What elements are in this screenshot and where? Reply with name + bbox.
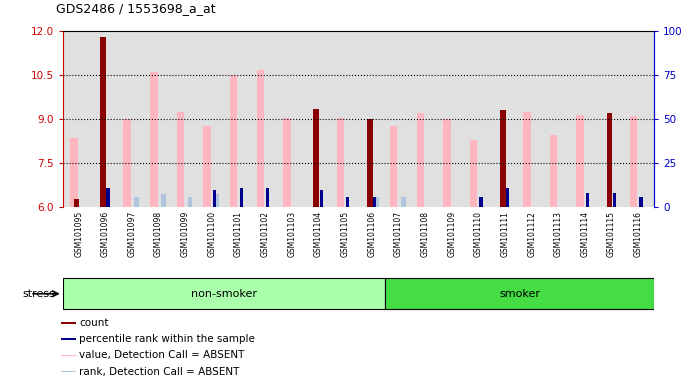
Text: GSM101098: GSM101098 bbox=[154, 211, 163, 257]
Bar bbox=[283, 118, 291, 207]
Text: count: count bbox=[79, 318, 109, 328]
Bar bbox=[230, 75, 237, 207]
Bar bbox=[203, 126, 211, 207]
Bar bbox=[70, 138, 77, 207]
Bar bbox=[61, 354, 76, 356]
Bar bbox=[161, 194, 166, 207]
Text: non-smoker: non-smoker bbox=[191, 289, 257, 299]
Bar bbox=[177, 112, 184, 207]
Bar bbox=[374, 197, 379, 207]
Text: GSM101104: GSM101104 bbox=[314, 211, 323, 257]
Bar bbox=[506, 188, 509, 207]
Bar bbox=[123, 119, 131, 207]
Bar bbox=[239, 188, 243, 207]
Bar bbox=[612, 193, 616, 207]
Bar bbox=[630, 116, 637, 207]
Bar bbox=[500, 110, 506, 207]
Bar bbox=[576, 114, 584, 207]
Text: GSM101103: GSM101103 bbox=[287, 211, 296, 257]
Bar bbox=[61, 338, 76, 340]
Bar bbox=[257, 70, 264, 207]
Text: value, Detection Call = ABSENT: value, Detection Call = ABSENT bbox=[79, 350, 244, 360]
Bar bbox=[373, 197, 376, 207]
Bar bbox=[319, 190, 323, 207]
Text: GSM101115: GSM101115 bbox=[607, 211, 616, 257]
Text: GSM101109: GSM101109 bbox=[448, 211, 456, 257]
Text: GSM101102: GSM101102 bbox=[261, 211, 269, 257]
Bar bbox=[346, 197, 349, 207]
Bar bbox=[134, 197, 139, 207]
Text: percentile rank within the sample: percentile rank within the sample bbox=[79, 334, 255, 344]
Bar bbox=[470, 140, 477, 207]
Bar bbox=[150, 72, 157, 207]
FancyBboxPatch shape bbox=[386, 278, 654, 310]
Bar bbox=[606, 113, 612, 207]
Bar bbox=[106, 188, 109, 207]
Text: stress: stress bbox=[23, 289, 56, 299]
Bar bbox=[586, 193, 590, 207]
Bar bbox=[337, 118, 344, 207]
Text: rank, Detection Call = ABSENT: rank, Detection Call = ABSENT bbox=[79, 367, 239, 377]
Text: GSM101100: GSM101100 bbox=[207, 211, 216, 257]
Bar bbox=[213, 190, 216, 207]
Text: GSM101105: GSM101105 bbox=[340, 211, 349, 257]
Bar bbox=[550, 135, 557, 207]
Bar bbox=[640, 197, 642, 207]
Text: GSM101106: GSM101106 bbox=[367, 211, 377, 257]
Text: GDS2486 / 1553698_a_at: GDS2486 / 1553698_a_at bbox=[56, 2, 215, 15]
Text: GSM101097: GSM101097 bbox=[127, 211, 136, 257]
Text: GSM101099: GSM101099 bbox=[181, 211, 190, 257]
FancyBboxPatch shape bbox=[63, 278, 386, 310]
Bar bbox=[523, 112, 530, 207]
Text: GSM101096: GSM101096 bbox=[101, 211, 110, 257]
Bar bbox=[267, 188, 269, 207]
Text: GSM101108: GSM101108 bbox=[420, 211, 429, 257]
Bar bbox=[61, 371, 76, 372]
Bar bbox=[416, 113, 424, 207]
Text: GSM101112: GSM101112 bbox=[527, 211, 536, 257]
Bar bbox=[74, 199, 79, 207]
Bar bbox=[188, 197, 192, 207]
Text: GSM101095: GSM101095 bbox=[74, 211, 83, 257]
Text: smoker: smoker bbox=[499, 289, 540, 299]
Text: GSM101113: GSM101113 bbox=[554, 211, 563, 257]
Bar bbox=[390, 126, 397, 207]
Bar bbox=[367, 119, 372, 207]
Text: GSM101111: GSM101111 bbox=[500, 211, 509, 257]
Text: GSM101110: GSM101110 bbox=[474, 211, 483, 257]
Bar bbox=[480, 197, 482, 207]
Text: GSM101114: GSM101114 bbox=[580, 211, 590, 257]
Bar bbox=[100, 36, 106, 207]
Text: GSM101107: GSM101107 bbox=[394, 211, 403, 257]
Bar bbox=[214, 194, 219, 207]
Bar bbox=[443, 119, 450, 207]
Bar bbox=[313, 109, 319, 207]
Text: GSM101116: GSM101116 bbox=[634, 211, 642, 257]
Bar bbox=[401, 197, 406, 207]
Text: GSM101101: GSM101101 bbox=[234, 211, 243, 257]
Bar bbox=[61, 322, 76, 324]
